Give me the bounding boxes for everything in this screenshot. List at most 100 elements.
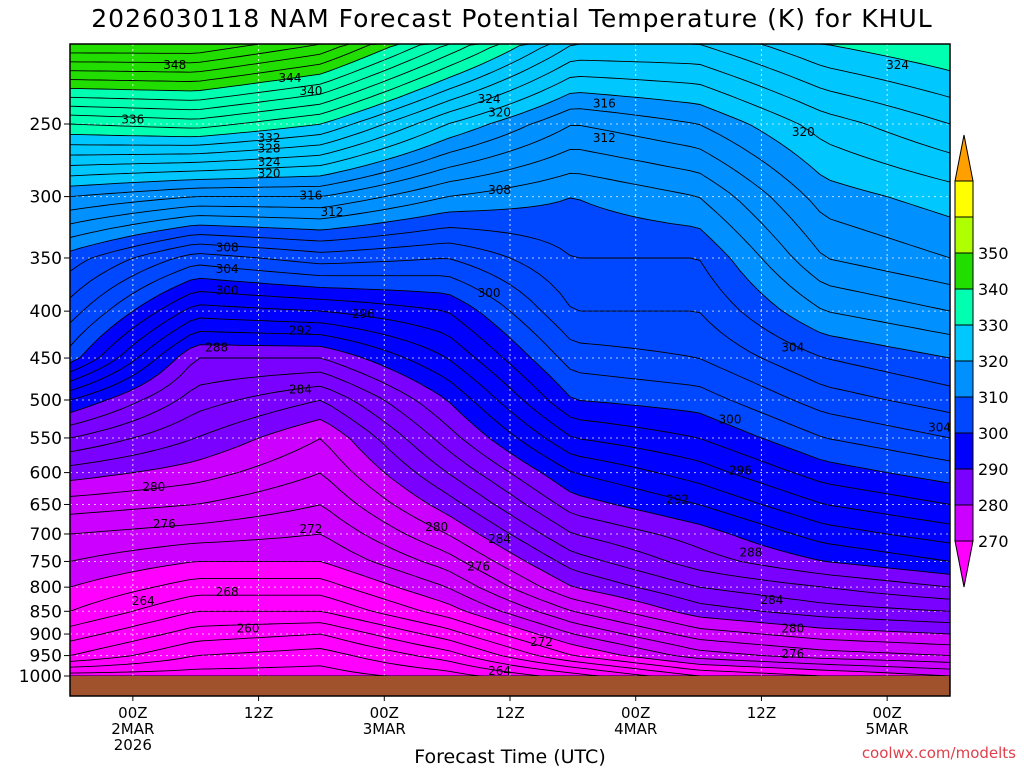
isentrope-328: [70, 44, 950, 146]
contour-label: 336: [121, 113, 144, 127]
colorbar-box: [954, 324, 974, 362]
contour-label: 300: [719, 412, 742, 426]
contour-label: 308: [488, 183, 511, 197]
isentrope-292: [70, 330, 950, 562]
contour-label: 316: [299, 188, 322, 202]
colorbar-label: 270: [978, 532, 1009, 551]
y-tick-label: 450: [30, 349, 62, 369]
contour-label: 320: [258, 166, 281, 180]
isentrope-334: [70, 44, 950, 120]
contour-label: 296: [352, 307, 375, 321]
contour-label: 304: [216, 262, 239, 276]
isentrope-270: [70, 560, 950, 677]
x-tick-label: 2026: [114, 736, 152, 754]
isentrope-338: [70, 44, 950, 101]
chart-title: 2026030118 NAM Forecast Potential Temper…: [91, 4, 933, 33]
contour-label: 300: [216, 284, 239, 298]
contour-label: 320: [488, 105, 511, 119]
colorbar-box: [954, 252, 974, 290]
contour-label: 296: [729, 464, 752, 478]
y-tick-label: 550: [30, 429, 62, 449]
colorbar-label: 280: [978, 496, 1009, 515]
y-tick-label: 700: [30, 525, 62, 545]
colorbar-label: 300: [978, 424, 1009, 443]
isentrope-330: [70, 44, 950, 138]
contour-label: 264: [132, 594, 155, 608]
contour-label: 276: [781, 647, 804, 661]
contour-label: 284: [760, 593, 783, 607]
isentrope-344: [70, 44, 950, 73]
isentrope-348: [70, 44, 950, 54]
isentrope-314: [70, 149, 950, 312]
x-tick-label: 00Z: [621, 704, 650, 722]
colorbar-box: [954, 216, 974, 254]
x-tick-label: 12Z: [244, 704, 273, 722]
contour-labels: 3483443403363323283243203163123083043002…: [121, 58, 951, 678]
colorbar-box: [954, 504, 974, 542]
ground-surface: [70, 676, 950, 696]
isentrope-342: [70, 44, 950, 82]
contour-label: 332: [258, 131, 281, 145]
isentrope-308: [70, 227, 950, 387]
isentrope-304: [70, 253, 950, 439]
isentrope-340: [70, 44, 950, 92]
contour-label: 276: [467, 560, 490, 574]
site-credit: coolwx.com/modelts: [861, 744, 1016, 762]
isentrope-336: [70, 44, 950, 111]
contour-label: 304: [928, 421, 951, 435]
colorbar-label: 320: [978, 352, 1009, 371]
contour-label: 304: [781, 340, 804, 354]
y-tick-label: 800: [30, 578, 62, 598]
isentrope-288: [70, 357, 950, 588]
contour-label: 280: [781, 622, 804, 636]
isentrope-346: [70, 44, 950, 64]
x-tick-label: 5MAR: [866, 720, 909, 738]
contour-label: 312: [320, 205, 343, 219]
isentrope-322: [70, 75, 950, 183]
colorbar-low-arrow: [954, 540, 974, 588]
y-tick-label: 750: [30, 552, 62, 572]
contour-label: 268: [216, 585, 239, 599]
isentrope-282: [70, 399, 950, 624]
isentrope-306: [70, 242, 950, 414]
y-tick-label: 350: [30, 249, 62, 269]
colorbar-box: [954, 468, 974, 506]
isentrope-284: [70, 385, 950, 612]
y-tick-label: 650: [30, 495, 62, 515]
contour-label: 272: [530, 635, 553, 649]
x-tick-label: 4MAR: [614, 720, 657, 738]
contour-label: 288: [739, 545, 762, 559]
isentrope-274: [70, 504, 950, 663]
isentrope-324: [70, 59, 950, 166]
y-tick-label: 400: [30, 302, 62, 322]
contour-label: 348: [163, 58, 186, 72]
x-tick-label: 12Z: [495, 704, 524, 722]
y-tick-label: 250: [30, 115, 62, 135]
isentrope-276: [70, 472, 950, 657]
y-tick-label: 950: [30, 647, 62, 667]
isentrope-326: [70, 44, 950, 156]
colorbar: 270 280 290 300 310 320 330 340 350: [954, 134, 1009, 588]
x-tick-label: 00Z: [370, 704, 399, 722]
contour-label: 288: [205, 340, 228, 354]
grid-lines: [70, 44, 950, 696]
colorbar-label: 350: [978, 244, 1009, 263]
contour-label: 312: [593, 131, 616, 145]
y-tick-label: 600: [30, 464, 62, 484]
isentrope-268: [70, 578, 950, 677]
y-axis: 250 300 350 400 450 500 550 600 650 700 750 800 850 9…: [19, 115, 70, 687]
isentrope-312: [70, 172, 950, 336]
isentrope-300: [70, 277, 950, 484]
colorbar-box: [954, 360, 974, 398]
contour-label: 324: [258, 155, 281, 169]
contour-label: 344: [279, 71, 302, 85]
y-tick-label: 1000: [19, 667, 62, 687]
isentrope-318: [70, 108, 950, 259]
isentrope-286: [70, 371, 950, 600]
contour-label: 292: [666, 493, 689, 507]
isentrope-316: [70, 124, 950, 286]
contour-label: 320: [792, 125, 815, 139]
isentrope-280: [70, 418, 950, 635]
